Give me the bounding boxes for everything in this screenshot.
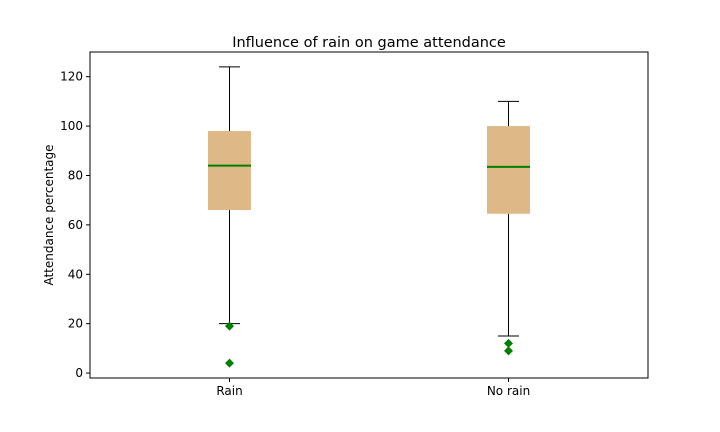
y-tick-label: 20 — [68, 317, 83, 331]
y-tick-label: 120 — [60, 70, 83, 84]
outlier-point — [504, 346, 513, 356]
y-tick-label: 60 — [68, 218, 83, 232]
y-tick-label: 40 — [68, 267, 83, 281]
outlier-point — [225, 321, 234, 331]
box-iqr — [487, 126, 530, 214]
x-tick-label: No rain — [487, 384, 530, 398]
plot-frame — [89, 51, 649, 379]
y-tick-label: 0 — [75, 366, 83, 380]
y-tick-label: 80 — [68, 168, 83, 182]
box-iqr — [208, 131, 251, 211]
y-tick-label: 100 — [60, 119, 83, 133]
chart-title: Influence of rain on game attendance — [232, 35, 506, 51]
x-tick-label: Rain — [216, 384, 242, 398]
outlier-point — [504, 338, 513, 348]
y-axis-label: Attendance percentage — [42, 144, 56, 285]
plot-area: 0 20 40 60 80 100 120 Rain No rain — [60, 66, 530, 398]
outlier-point — [225, 358, 234, 368]
